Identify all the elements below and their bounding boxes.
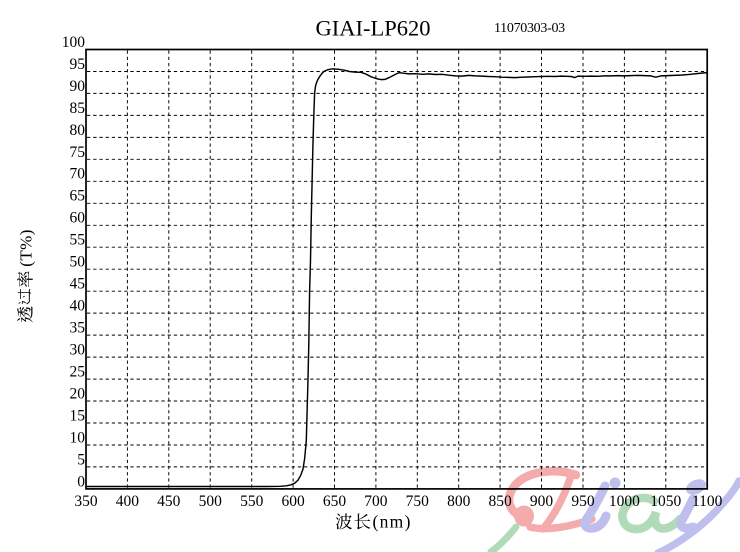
svg-text:95: 95 xyxy=(70,56,86,73)
svg-text:5: 5 xyxy=(77,451,85,468)
svg-text:90: 90 xyxy=(70,78,86,95)
svg-text:1050: 1050 xyxy=(650,493,681,510)
svg-text:600: 600 xyxy=(281,493,305,510)
svg-text:1000: 1000 xyxy=(609,493,640,510)
svg-text:(T%): (T%) xyxy=(17,229,36,266)
svg-text:30: 30 xyxy=(70,342,86,359)
svg-text:900: 900 xyxy=(530,493,554,510)
svg-text:35: 35 xyxy=(70,320,86,337)
svg-text:100: 100 xyxy=(62,34,86,51)
svg-text:25: 25 xyxy=(70,363,86,380)
svg-text:1100: 1100 xyxy=(692,493,723,510)
svg-text:40: 40 xyxy=(70,298,86,315)
svg-text:GIAI-LP620: GIAI-LP620 xyxy=(316,16,431,41)
svg-text:70: 70 xyxy=(70,166,86,183)
svg-text:500: 500 xyxy=(199,493,223,510)
svg-text:20: 20 xyxy=(70,385,86,402)
svg-text:700: 700 xyxy=(364,493,388,510)
svg-text:55: 55 xyxy=(70,232,86,249)
svg-text:11070303-03: 11070303-03 xyxy=(494,21,565,36)
svg-text:80: 80 xyxy=(70,122,86,139)
svg-text:950: 950 xyxy=(571,493,595,510)
svg-text:550: 550 xyxy=(240,493,264,510)
svg-text:800: 800 xyxy=(447,493,471,510)
svg-text:85: 85 xyxy=(70,100,86,117)
svg-text:400: 400 xyxy=(116,493,140,510)
svg-text:50: 50 xyxy=(70,254,86,271)
svg-text:0: 0 xyxy=(77,473,85,490)
svg-text:60: 60 xyxy=(70,210,86,227)
svg-text:450: 450 xyxy=(157,493,181,510)
svg-text:75: 75 xyxy=(70,144,86,161)
svg-text:850: 850 xyxy=(488,493,512,510)
svg-text:(nm): (nm) xyxy=(373,512,412,532)
svg-text:350: 350 xyxy=(74,493,98,510)
svg-text:10: 10 xyxy=(70,429,86,446)
svg-text:650: 650 xyxy=(323,493,347,510)
svg-text:15: 15 xyxy=(70,407,86,424)
svg-text:65: 65 xyxy=(70,188,86,205)
svg-text:45: 45 xyxy=(70,276,86,293)
svg-text:750: 750 xyxy=(406,493,430,510)
